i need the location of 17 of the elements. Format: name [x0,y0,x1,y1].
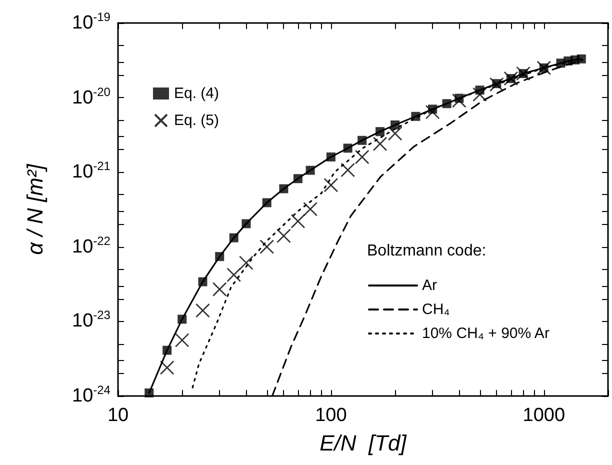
y-tick-label: 10$^{-24}$ [72,382,110,406]
legend-title: Boltzmann code: [367,242,486,260]
y-tick-label: 10$^{-23}$ [72,307,110,332]
legend-label: Eq. (4) [174,85,220,102]
y-tick-label: 10$^{-20}$ [72,84,110,108]
y-axis-title: α / N [m²] [22,163,48,255]
legend-label: Ar [422,277,438,294]
x-axis-title: E/N [Td] [320,430,408,456]
legend-label: Eq. (5) [174,112,220,129]
legend-label: 10% CH₄ + 90% Ar [422,325,550,342]
x-tick-label: 100 [315,405,347,426]
y-tick-label: 10$^{-19}$ [72,9,110,34]
x-tick-label: 1000 [522,405,566,426]
y-tick-label: 10$^{-21}$ [72,158,110,183]
y-tick-label: 10$^{-22}$ [72,232,110,258]
x-tick-label: 10 [107,405,129,426]
legend-label: CH₄ [422,301,450,318]
